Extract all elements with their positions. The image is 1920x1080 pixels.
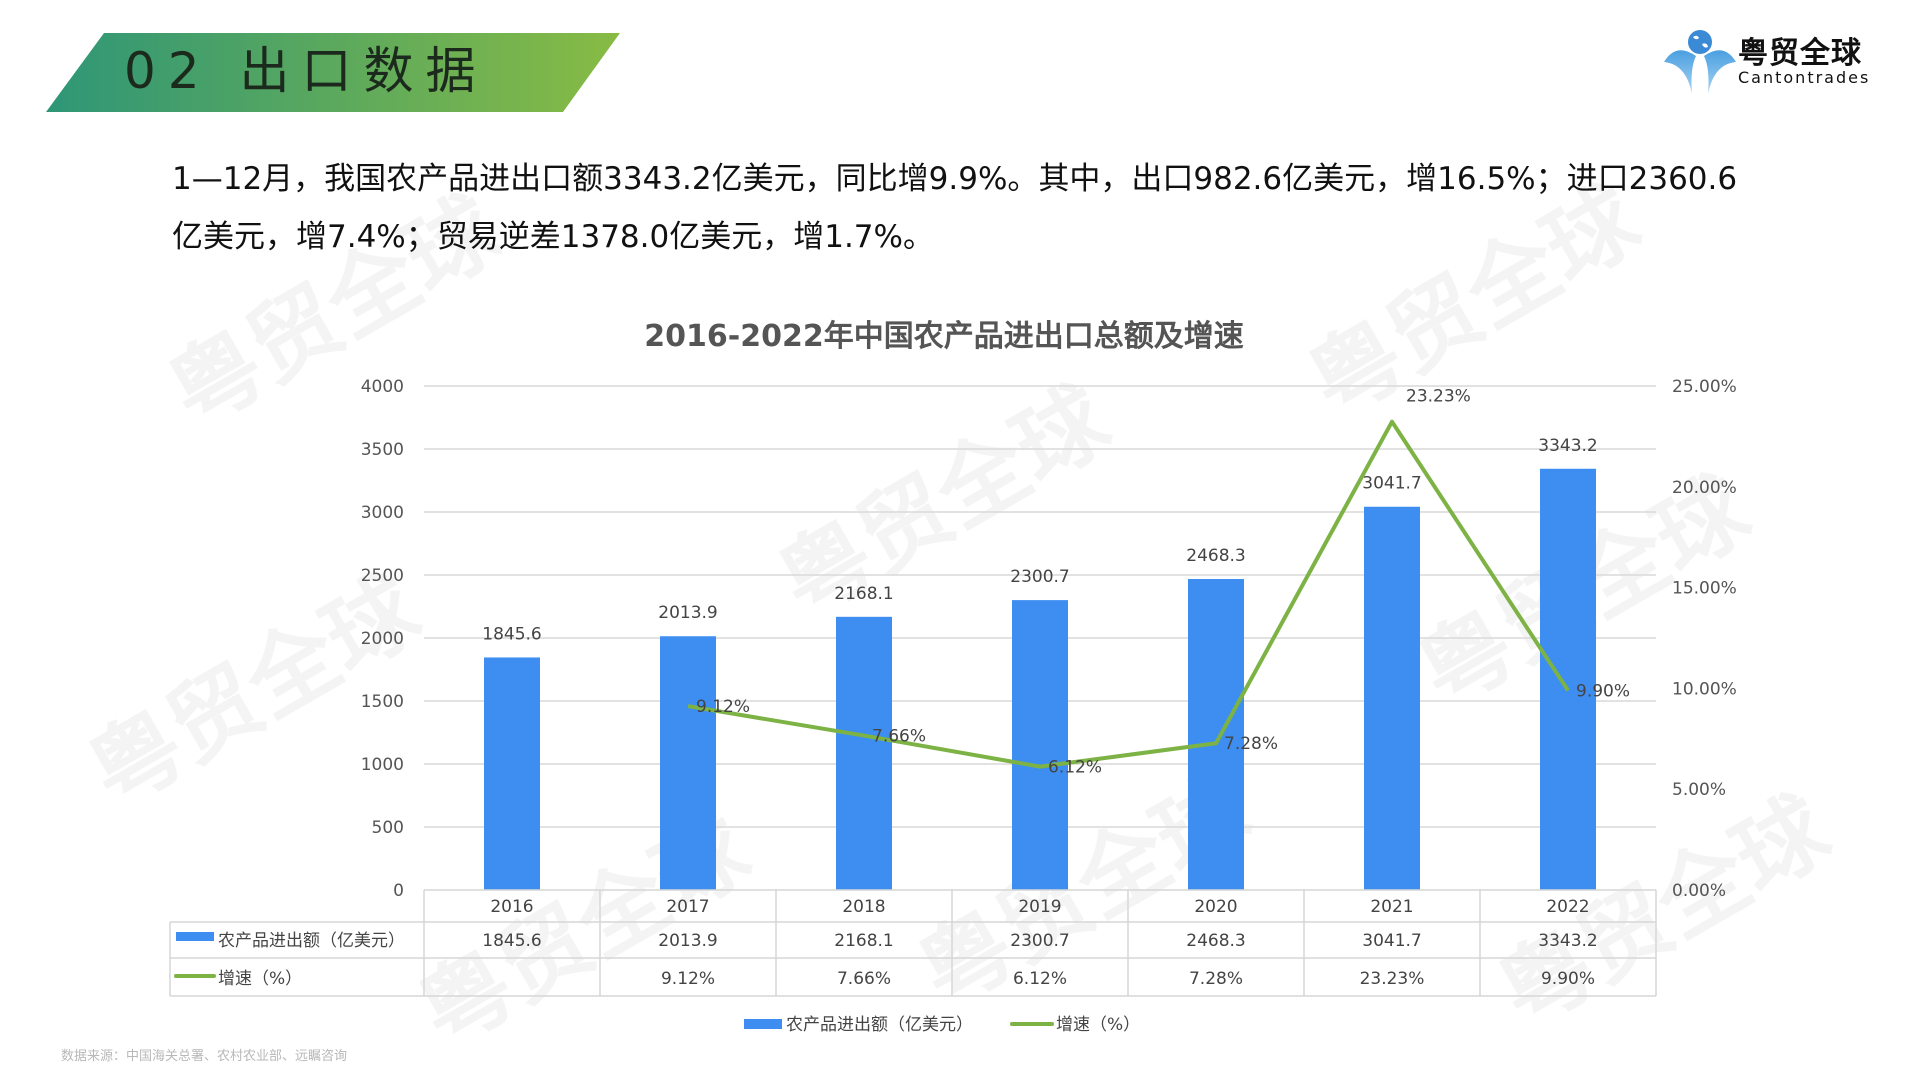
- section-title: 02 出口数据: [124, 37, 488, 105]
- left-axis-tick-label: 1500: [361, 692, 404, 712]
- table-row-header: 农产品进出额（亿美元）: [218, 931, 405, 951]
- section-banner: 02 出口数据: [46, 33, 620, 112]
- legend-bar-icon: [744, 1019, 782, 1029]
- bar: [1364, 506, 1420, 890]
- table-cell: 9.90%: [1541, 969, 1595, 989]
- category-label: 2020: [1194, 897, 1237, 917]
- table-cell: 3041.7: [1362, 931, 1421, 951]
- right-axis-tick-label: 10.00%: [1672, 679, 1737, 699]
- table-cell: 2013.9: [658, 931, 717, 951]
- line-value-label: 23.23%: [1406, 387, 1471, 407]
- table-cell: 2168.1: [834, 931, 893, 951]
- table-cell: 7.66%: [837, 969, 891, 989]
- table-cell: 6.12%: [1013, 969, 1067, 989]
- summary-line-1: 1—12月，我国农产品进出口额3343.2亿美元，同比增9.9%。其中，出口98…: [172, 161, 1738, 197]
- data-source: 数据来源：中国海关总署、农村农业部、远瞩咨询: [61, 1049, 348, 1064]
- left-axis-tick-label: 2500: [361, 566, 404, 586]
- table-cell: 1845.6: [482, 931, 541, 951]
- logo-name-en: Cantontrades: [1738, 68, 1871, 87]
- category-label: 2018: [842, 897, 885, 917]
- table-cell: 9.12%: [661, 969, 715, 989]
- bar-value-label: 3041.7: [1362, 474, 1421, 494]
- data-table: 2016 1845.6 2017 2013.9 9.12% 2018 2168.1 7.66%…: [169, 889, 1657, 997]
- chart-legend: 农产品进出额（亿美元） 增速（%）: [744, 1015, 1140, 1035]
- section-title-text: 出口数据: [239, 42, 488, 100]
- bar: [484, 657, 540, 890]
- category-label: 2019: [1018, 897, 1061, 917]
- bar: [836, 616, 892, 890]
- summary-line-2: 亿美元，增7.4%；贸易逆差1378.0亿美元，增1.7%。: [172, 219, 934, 255]
- bar-value-label: 2013.9: [658, 603, 717, 623]
- right-axis-tick-label: 20.00%: [1672, 478, 1737, 498]
- table-cell: 7.28%: [1189, 969, 1243, 989]
- bar-value-label: 2300.7: [1010, 567, 1069, 587]
- company-logo: 粤贸全球 Cantontrades: [1662, 26, 1882, 96]
- bar-series: 1845.6 2013.9 2168.1 2300.7 2468.3 3041.7 3343…: [482, 436, 1598, 890]
- right-axis-tick-label: 25.00%: [1672, 377, 1737, 397]
- bar-value-label: 2468.3: [1186, 546, 1245, 566]
- growth-line: [687, 419, 1570, 769]
- right-axis-ticks: 0.00% 5.00% 10.00% 15.00% 20.00% 25.00%: [1672, 377, 1737, 901]
- bar: [1188, 578, 1244, 890]
- bar: [1540, 468, 1596, 890]
- right-axis-tick-label: 15.00%: [1672, 579, 1737, 599]
- globe-logo-icon: [1664, 30, 1736, 94]
- legend-bar-label: 农产品进出额（亿美元）: [786, 1015, 973, 1035]
- logo-name-cn: 粤贸全球: [1738, 36, 1862, 71]
- category-label: 2022: [1546, 897, 1589, 917]
- bar-value-label: 3343.2: [1538, 436, 1597, 456]
- left-axis-tick-label: 3000: [361, 503, 404, 523]
- table-cell: 3343.2: [1538, 931, 1597, 951]
- left-axis-tick-label: 500: [372, 818, 404, 838]
- line-value-label: 7.66%: [872, 727, 926, 747]
- section-number: 02: [124, 42, 212, 100]
- bar-value-label: 1845.6: [482, 624, 541, 644]
- line-value-label: 9.12%: [696, 697, 750, 717]
- summary-text: 1—12月，我国农产品进出口额3343.2亿美元，同比增9.9%。其中，出口98…: [172, 150, 1772, 266]
- line-value-label: 7.28%: [1224, 734, 1278, 754]
- category-label: 2021: [1370, 897, 1413, 917]
- bar-value-label: 2168.1: [834, 584, 893, 604]
- table-cell: 2300.7: [1010, 931, 1069, 951]
- table-row-header: 增速（%）: [218, 969, 302, 989]
- line-series: 9.12% 7.66% 6.12% 7.28% 23.23% 9.90%: [687, 387, 1630, 778]
- table-cell: 23.23%: [1360, 969, 1425, 989]
- bar: [660, 636, 716, 890]
- chart-title: 2016-2022年中国农产品进出口总额及增速: [644, 319, 1243, 354]
- left-axis-tick-label: 2000: [361, 629, 404, 649]
- table-cell: 2468.3: [1186, 931, 1245, 951]
- left-axis-tick-label: 1000: [361, 755, 404, 775]
- line-value-label: 9.90%: [1576, 681, 1630, 701]
- left-axis-tick-label: 0: [393, 881, 404, 901]
- category-label: 2016: [490, 897, 533, 917]
- left-axis-ticks: 0 500 1000 1500 2000 2500 3000 3500 4000: [361, 377, 404, 901]
- right-axis-tick-label: 0.00%: [1672, 881, 1726, 901]
- left-axis-tick-label: 4000: [361, 377, 404, 397]
- bar-legend-key-icon: [176, 932, 214, 941]
- category-label: 2017: [666, 897, 709, 917]
- left-axis-tick-label: 3500: [361, 440, 404, 460]
- right-axis-tick-label: 5.00%: [1672, 780, 1726, 800]
- legend-line-label: 增速（%）: [1056, 1015, 1140, 1035]
- bar: [1012, 600, 1068, 890]
- line-value-label: 6.12%: [1048, 758, 1102, 778]
